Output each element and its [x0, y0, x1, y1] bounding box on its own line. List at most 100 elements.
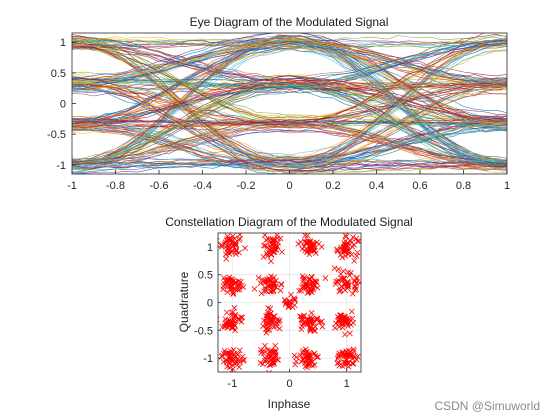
constellation-marker: [303, 285, 309, 291]
constellation-marker: [262, 357, 268, 364]
eye-trace: [72, 118, 507, 124]
constellation-marker: [266, 326, 273, 333]
constellation-marker: [302, 319, 309, 325]
eye-trace-lines: [72, 33, 507, 174]
constellation-marker: [234, 351, 241, 358]
constellation-marker: [260, 242, 267, 249]
constellation-marker: [352, 354, 358, 361]
constellation-marker: [268, 258, 274, 265]
constellation-marker: [309, 358, 316, 365]
eye-trace: [72, 158, 507, 170]
constellation-marker: [296, 288, 303, 294]
constellation-marker: [300, 357, 306, 364]
constellation-marker: [228, 321, 235, 328]
constellation-marker: [264, 357, 271, 364]
eye-y-ticks: -1 -0.5 0 0.5 1: [47, 37, 76, 172]
constellation-marker: [224, 233, 231, 240]
constellation-marker: [222, 239, 229, 246]
eye-trace: [72, 48, 507, 127]
eye-y-tick-label: 0: [60, 99, 66, 111]
constellation-marker: [231, 305, 238, 311]
constellation-marker: [291, 302, 298, 309]
eye-trace: [72, 79, 507, 122]
constellation-marker: [291, 295, 298, 302]
eye-trace: [72, 46, 507, 129]
constellation-marker: [225, 349, 231, 356]
constellation-marker: [338, 271, 344, 277]
constellation-marker: [347, 353, 354, 359]
constellation-marker: [302, 233, 308, 239]
constellation-marker: [264, 244, 271, 251]
eye-trace: [72, 82, 507, 164]
constellation-marker: [237, 357, 243, 363]
constellation-marker: [291, 297, 298, 303]
constellation-marker: [231, 240, 238, 247]
constellation-marker: [265, 311, 271, 318]
eye-trace: [72, 78, 507, 159]
constellation-x-tick-label: 1: [344, 378, 350, 390]
eye-trace: [72, 42, 507, 126]
constellation-y-tick-label: -0.5: [194, 325, 213, 337]
constellation-marker: [343, 243, 350, 249]
constellation-marker: [271, 236, 277, 243]
constellation-marker: [332, 325, 338, 331]
constellation-marker: [335, 277, 342, 284]
constellation-marker: [226, 283, 233, 290]
eye-trace: [72, 82, 507, 124]
constellation-y-tick-label: -1: [203, 353, 213, 365]
eye-trace: [72, 50, 507, 160]
constellation-marker: [298, 287, 305, 294]
constellation-marker: [255, 274, 262, 281]
constellation-marker: [334, 279, 341, 285]
constellation-marker: [236, 282, 242, 289]
constellation-marker: [267, 305, 274, 312]
constellation-marker: [236, 237, 242, 243]
constellation-marker: [340, 349, 347, 356]
constellation-marker: [353, 253, 360, 259]
constellation-marker: [220, 286, 226, 293]
constellation-marker: [307, 247, 314, 254]
constellation-marker: [231, 281, 238, 288]
constellation-marker: [276, 319, 282, 325]
constellation-marker: [260, 254, 267, 260]
constellation-marker: [354, 249, 361, 256]
constellation-marker: [230, 309, 236, 315]
constellation-marker: [314, 317, 321, 323]
constellation-marker: [335, 353, 342, 360]
constellation-y-tick-label: 0.5: [198, 270, 213, 282]
constellation-marker: [309, 280, 316, 287]
constellation-marker: [236, 233, 243, 238]
eye-x-tick-label: -0.6: [150, 180, 169, 192]
constellation-marker: [264, 253, 271, 259]
constellation-marker: [273, 323, 280, 330]
constellation-marker: [260, 277, 267, 284]
constellation-marker: [318, 319, 325, 325]
constellation-marker: [344, 360, 351, 366]
constellation-marker: [348, 308, 355, 315]
constellation-marker: [342, 331, 348, 338]
constellation-x-tick-label: -1: [227, 378, 237, 390]
constellation-marker: [309, 279, 316, 285]
eye-x-tick-label: -0.2: [237, 180, 256, 192]
constellation-marker: [345, 251, 352, 258]
constellation-marker: [277, 287, 284, 294]
constellation-marker: [308, 317, 315, 323]
constellation-marker: [306, 353, 312, 360]
constellation-marker: [269, 237, 276, 243]
constellation-marker: [219, 352, 226, 359]
constellation-x-label: Inphase: [268, 397, 311, 411]
constellation-marker: [347, 330, 353, 337]
constellation-marker: [263, 321, 270, 328]
eye-trace: [72, 40, 507, 128]
constellation-marker: [279, 249, 285, 255]
constellation-marker: [342, 233, 349, 239]
constellation-marker: [346, 247, 353, 254]
eye-diagram-title: Eye Diagram of the Modulated Signal: [190, 15, 389, 29]
eye-trace: [72, 155, 507, 163]
eye-trace: [72, 42, 507, 167]
constellation-marker: [353, 235, 360, 242]
eye-trace: [72, 89, 507, 169]
constellation-marker: [301, 243, 308, 250]
